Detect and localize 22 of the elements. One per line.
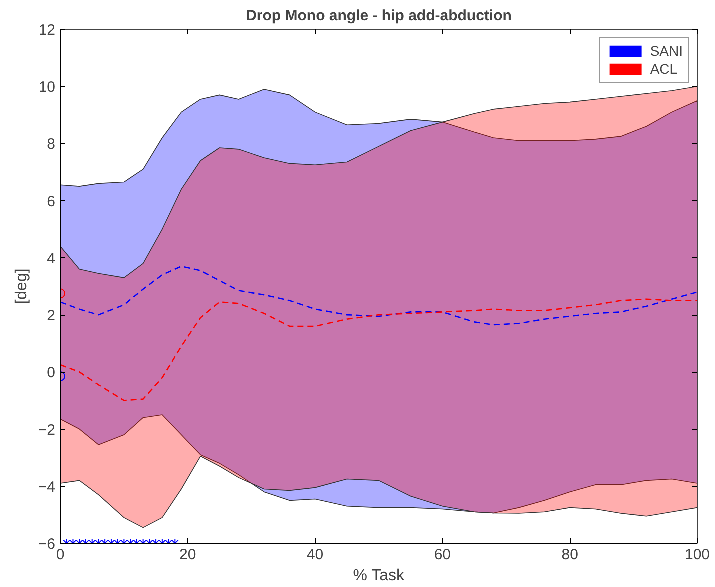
x-tick-label: 60 [434,546,452,564]
chart-title: Drop Mono angle - hip add-abduction [246,8,512,24]
y-tick-label: −6 [38,536,56,553]
y-tick-label: 6 [47,193,56,210]
y-tick-label: 12 [38,22,56,39]
y-tick-label: 8 [47,136,56,154]
y-tick-label: −4 [38,478,56,496]
line-series [60,266,698,326]
x-tick-label: 40 [306,546,324,564]
y-tick-label: 10 [38,79,56,96]
x-tick-label: 80 [562,546,578,564]
x-tick-label: 100 [684,546,710,564]
x-tick-label: 20 [180,546,196,564]
y-tick-label: 2 [47,308,56,325]
y-tick-label: 0 [47,364,56,382]
y-tick-label: 4 [47,250,56,268]
x-axis-title: % Task [353,568,406,584]
y-axis-title: [deg] [13,268,30,304]
legend-label: SANI [650,43,683,59]
y-tick-label: −2 [38,422,56,439]
legend-label: ACL [650,61,678,77]
line-series [60,298,698,402]
